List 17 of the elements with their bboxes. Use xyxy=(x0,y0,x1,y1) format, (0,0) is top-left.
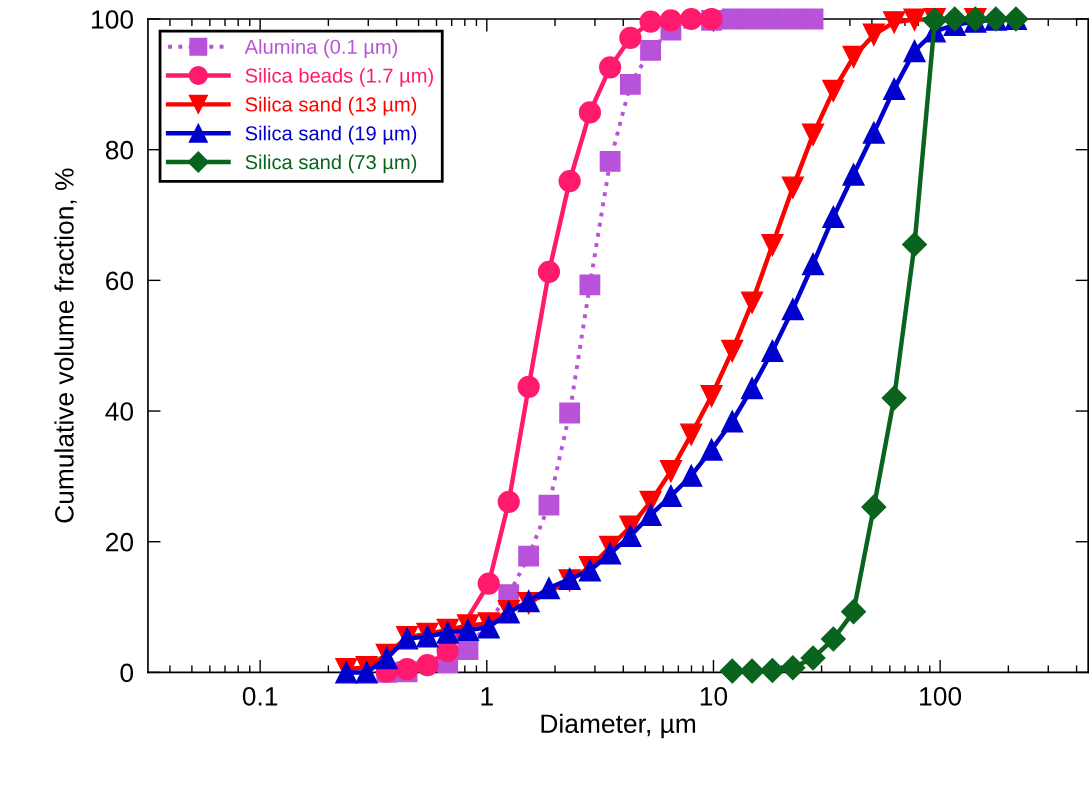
x-axis-title: Diameter, µm xyxy=(541,713,696,739)
y-tick-label: 0 xyxy=(120,663,134,683)
y-tick-label: 20 xyxy=(106,532,134,552)
y-tick-label: 40 xyxy=(105,402,134,421)
y-tick-label: 60 xyxy=(106,271,134,291)
y-tick-label: 100 xyxy=(92,10,134,29)
x-tick-label: 1 xyxy=(481,687,493,706)
legend-label: Alumina (0.1 µm) xyxy=(244,39,398,58)
legend-label: Silica sand (19 µm) xyxy=(245,125,417,145)
legend-label: Silica sand (73 µm) xyxy=(245,154,417,174)
legend-label: Silica sand (13 µm) xyxy=(245,96,417,116)
y-tick-label: 80 xyxy=(105,140,134,160)
legend-label: Silica beads (1.7 µm) xyxy=(245,67,433,87)
x-tick-label: 0.1 xyxy=(242,686,278,706)
x-tick-label: 10 xyxy=(700,686,728,706)
y-axis-title: Cumulative volume fraction, % xyxy=(54,168,77,523)
x-tick-label: 100 xyxy=(920,686,962,706)
